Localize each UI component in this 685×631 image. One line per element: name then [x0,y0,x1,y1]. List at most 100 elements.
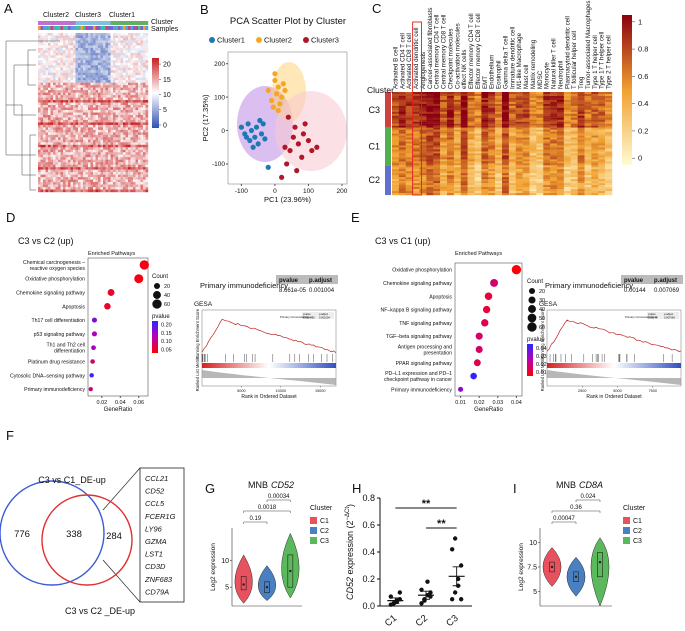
heatmap-cell [398,193,406,196]
heatmap-cell [398,103,406,107]
heatmap-cell [563,173,571,176]
heatmap-cell [43,114,46,118]
heatmap-cell [75,105,79,108]
heatmap-cell [83,124,86,128]
heatmap-cell [105,117,109,121]
heatmap-cell [550,151,558,154]
heatmap-cell [563,149,571,152]
heatmap-cell [133,100,136,103]
heatmap-cell [412,137,420,140]
heatmap-cell [83,107,86,111]
heatmap-cell [508,155,516,158]
heatmap-cell [88,82,91,86]
heatmap-cell [95,152,99,155]
heatmap-cell [90,67,94,71]
heatmap-cell [536,153,544,156]
heatmap-cell [467,99,475,103]
heatmap-cell [58,40,61,44]
heatmap-cell [522,189,530,192]
heatmap-cell [118,33,121,36]
heatmap-cell [78,172,81,175]
heatmap-cell [103,85,106,88]
heatmap-cell [100,167,104,170]
heatmap-cell [140,137,144,141]
heatmap-cell [68,184,71,188]
heatmap-cell [543,171,551,174]
heatmap-cell [55,60,59,64]
heatmap-cell [63,184,66,188]
heatmap-cell [73,127,76,131]
column-group-label: Cluster1 [109,12,135,19]
heatmap-cell [426,123,434,126]
heatmap-cell [120,95,124,98]
heatmap-cell [113,169,116,173]
heatmap-cell [584,117,592,120]
colorbar [622,15,632,165]
heatmap-cell [53,169,56,173]
heatmap-cell [502,183,510,186]
annotation-cell [40,26,44,30]
heatmap-cell [55,47,59,51]
heatmap-cell [73,70,76,73]
heatmap-cell [53,72,56,76]
heatmap-cell [70,107,74,111]
heatmap-cell [105,97,109,101]
heatmap-cell [550,141,558,144]
heatmap-cell [508,111,516,114]
heatmap-cell [460,167,468,170]
heatmap-cell [529,95,537,99]
heatmap-cell [145,47,149,51]
heatmap-cell [110,174,114,178]
heatmap-cell [85,50,89,54]
heatmap-cell [570,157,578,160]
heatmap-cell [125,124,129,128]
heatmap-cell [73,40,76,44]
heatmap-cell [426,147,434,150]
heatmap-cell [584,95,592,99]
heatmap-cell [120,87,124,91]
heatmap-cell [90,162,94,165]
heatmap-cell [38,177,41,180]
heatmap-cell [40,119,44,123]
heatmap-cell [120,45,124,49]
heatmap-cell [605,103,613,107]
heatmap-cell [125,55,129,59]
heatmap-cell [460,107,468,111]
heatmap-cell [73,95,76,98]
heatmap-cell [108,147,111,150]
dot [484,292,493,301]
heatmap-cell [453,185,461,188]
heatmap-cell [50,132,54,136]
chart-title: C3 vs C1 (up) [375,236,431,246]
heatmap-cell [543,145,551,148]
heatmap-cell [433,135,441,138]
heatmap-cell [584,119,592,122]
heatmap-cell [75,35,79,39]
heatmap-cell [108,105,111,108]
heatmap-cell [460,183,468,186]
heatmap-cell [133,129,136,133]
heatmap-cell [98,122,101,126]
heatmap-cell [110,37,114,41]
point [265,87,271,94]
heatmap-cell [488,111,496,114]
heatmap-cell [73,149,76,153]
heatmap-cell [110,184,114,188]
heatmap-cell [398,185,406,188]
heatmap-cell [88,37,91,41]
heatmap-cell [440,97,448,101]
heatmap-cell [570,141,578,144]
heatmap-cell [488,107,496,111]
heatmap-cell [502,165,510,168]
heatmap-cell [50,182,54,185]
heatmap-cell [453,191,461,194]
heatmap-cell [83,105,86,108]
heatmap-cell [135,50,139,54]
heatmap-cell [508,131,516,134]
heatmap-cell [68,42,71,46]
heatmap-cell [495,189,503,192]
heatmap-cell [78,144,81,148]
heatmap-cell [133,187,136,190]
bracket [243,521,268,524]
point [253,124,260,130]
